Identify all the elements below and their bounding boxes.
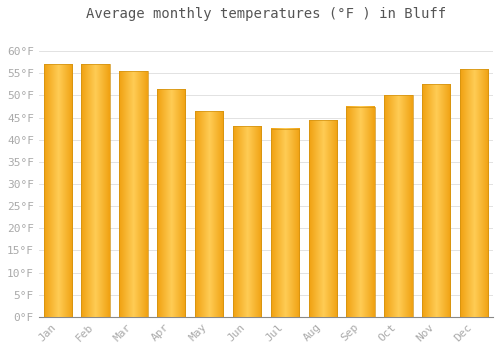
Bar [422,84,450,317]
Bar [384,96,412,317]
Title: Average monthly temperatures (°F ) in Bluff: Average monthly temperatures (°F ) in Bl… [86,7,446,21]
Bar [44,64,72,317]
Bar [233,126,261,317]
Bar [195,111,224,317]
Bar [460,69,488,317]
Bar [346,106,375,317]
Bar [270,129,299,317]
Bar [308,120,337,317]
Bar [119,71,148,317]
Bar [82,64,110,317]
Bar [157,89,186,317]
